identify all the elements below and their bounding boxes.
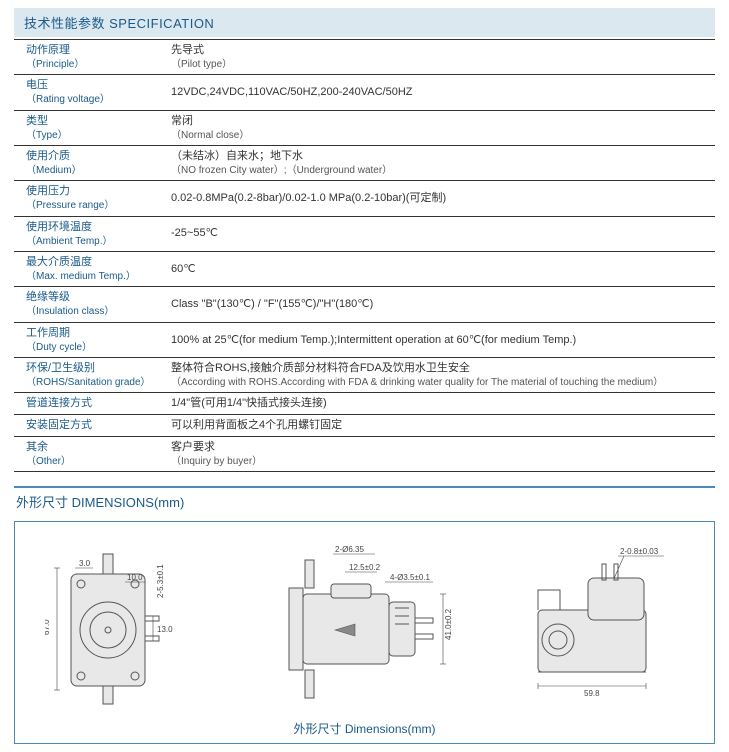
spec-value: 先导式（Pilot type）: [159, 40, 715, 75]
dim-2-0.8: 2-0.8±0.03: [620, 547, 659, 556]
spec-value: 60℃: [159, 252, 715, 287]
spec-value: 12VDC,24VDC,110VAC/50HZ,200-240VAC/50HZ: [159, 75, 715, 110]
spec-label: 绝缘等级（Insulation class）: [14, 287, 159, 322]
dimension-view-front: 2-Ø6.35 12.5±0.2 4-Ø3.5±0.1: [245, 540, 465, 710]
dim-41.0: 41.0±0.2: [444, 609, 453, 641]
spec-label: 使用压力（Pressure range）: [14, 181, 159, 216]
dim-2-5.3: 2-5.3±0.1: [156, 564, 165, 598]
dim-67: 67.0: [45, 619, 51, 635]
spec-value: 100% at 25℃(for medium Temp.);Intermitte…: [159, 322, 715, 357]
spec-value: 整体符合ROHS,接触介质部分材料符合FDA及饮用水卫生安全（According…: [159, 358, 715, 393]
spec-row: 其余（Other）客户要求（Inquiry by buyer）: [14, 437, 715, 472]
spec-label: 环保/卫生级别（ROHS/Sanitation grade）: [14, 358, 159, 393]
spec-value: 常闭（Normal close）: [159, 110, 715, 145]
dimensions-caption: 外形尺寸 Dimensions(mm): [45, 710, 684, 737]
spec-label: 安装固定方式: [14, 415, 159, 437]
spec-label: 使用环境温度（Ambient Temp.）: [14, 216, 159, 251]
spec-label: 动作原理（Principle）: [14, 40, 159, 75]
spec-row: 使用介质（Medium）（未结冰）自来水；地下水（NO frozen City …: [14, 146, 715, 181]
spec-row: 工作周期（Duty cycle）100% at 25℃(for medium T…: [14, 322, 715, 357]
dimensions-header: 外形尺寸 DIMENSIONS(mm): [14, 486, 715, 515]
spec-row: 类型（Type）常闭（Normal close）: [14, 110, 715, 145]
dim-13.0: 13.0: [157, 625, 173, 634]
spec-value: Class "B"(130℃) / "F"(155℃)/"H"(180℃): [159, 287, 715, 322]
spec-value: 1/4"管(可用1/4"快插式接头连接): [159, 393, 715, 415]
dim-4-d3.5: 4-Ø3.5±0.1: [390, 573, 431, 582]
spec-label: 类型（Type）: [14, 110, 159, 145]
spec-header: 技术性能参数 SPECIFICATION: [14, 8, 715, 37]
spec-label: 其余（Other）: [14, 437, 159, 472]
spec-row: 使用环境温度（Ambient Temp.）-25~55℃: [14, 216, 715, 251]
spec-table: 动作原理（Principle）先导式（Pilot type）电压（Rating …: [14, 39, 715, 472]
spec-row: 绝缘等级（Insulation class）Class "B"(130℃) / …: [14, 287, 715, 322]
dim-12.5: 12.5±0.2: [349, 563, 381, 572]
dimensions-diagram-box: 67.0 3.0 10.0: [14, 521, 715, 744]
spec-row: 管道连接方式1/4"管(可用1/4"快插式接头连接): [14, 393, 715, 415]
dim-3.0: 3.0: [79, 559, 91, 568]
spec-row: 动作原理（Principle）先导式（Pilot type）: [14, 40, 715, 75]
dim-2-d6.35: 2-Ø6.35: [335, 545, 364, 554]
spec-label: 工作周期（Duty cycle）: [14, 322, 159, 357]
dimension-view-side: 2-0.8±0.03 5: [514, 540, 684, 710]
spec-label: 最大介质温度（Max. medium Temp.）: [14, 252, 159, 287]
spec-row: 最大介质温度（Max. medium Temp.）60℃: [14, 252, 715, 287]
spec-value: 可以利用背面板之4个孔用螺钉固定: [159, 415, 715, 437]
spec-label: 电压（Rating voltage）: [14, 75, 159, 110]
spec-value: -25~55℃: [159, 216, 715, 251]
spec-row: 电压（Rating voltage）12VDC,24VDC,110VAC/50H…: [14, 75, 715, 110]
spec-row: 安装固定方式可以利用背面板之4个孔用螺钉固定: [14, 415, 715, 437]
spec-value: 0.02-0.8MPa(0.2-8bar)/0.02-1.0 MPa(0.2-1…: [159, 181, 715, 216]
spec-row: 环保/卫生级别（ROHS/Sanitation grade）整体符合ROHS,接…: [14, 358, 715, 393]
dim-59.8: 59.8: [584, 689, 600, 698]
dim-10.0: 10.0: [127, 573, 143, 582]
spec-label: 使用介质（Medium）: [14, 146, 159, 181]
spec-row: 使用压力（Pressure range）0.02-0.8MPa(0.2-8bar…: [14, 181, 715, 216]
spec-label: 管道连接方式: [14, 393, 159, 415]
dimension-view-left: 67.0 3.0 10.0: [45, 540, 195, 710]
spec-value: （未结冰）自来水；地下水（NO frozen City water）;（Unde…: [159, 146, 715, 181]
spec-value: 客户要求（Inquiry by buyer）: [159, 437, 715, 472]
